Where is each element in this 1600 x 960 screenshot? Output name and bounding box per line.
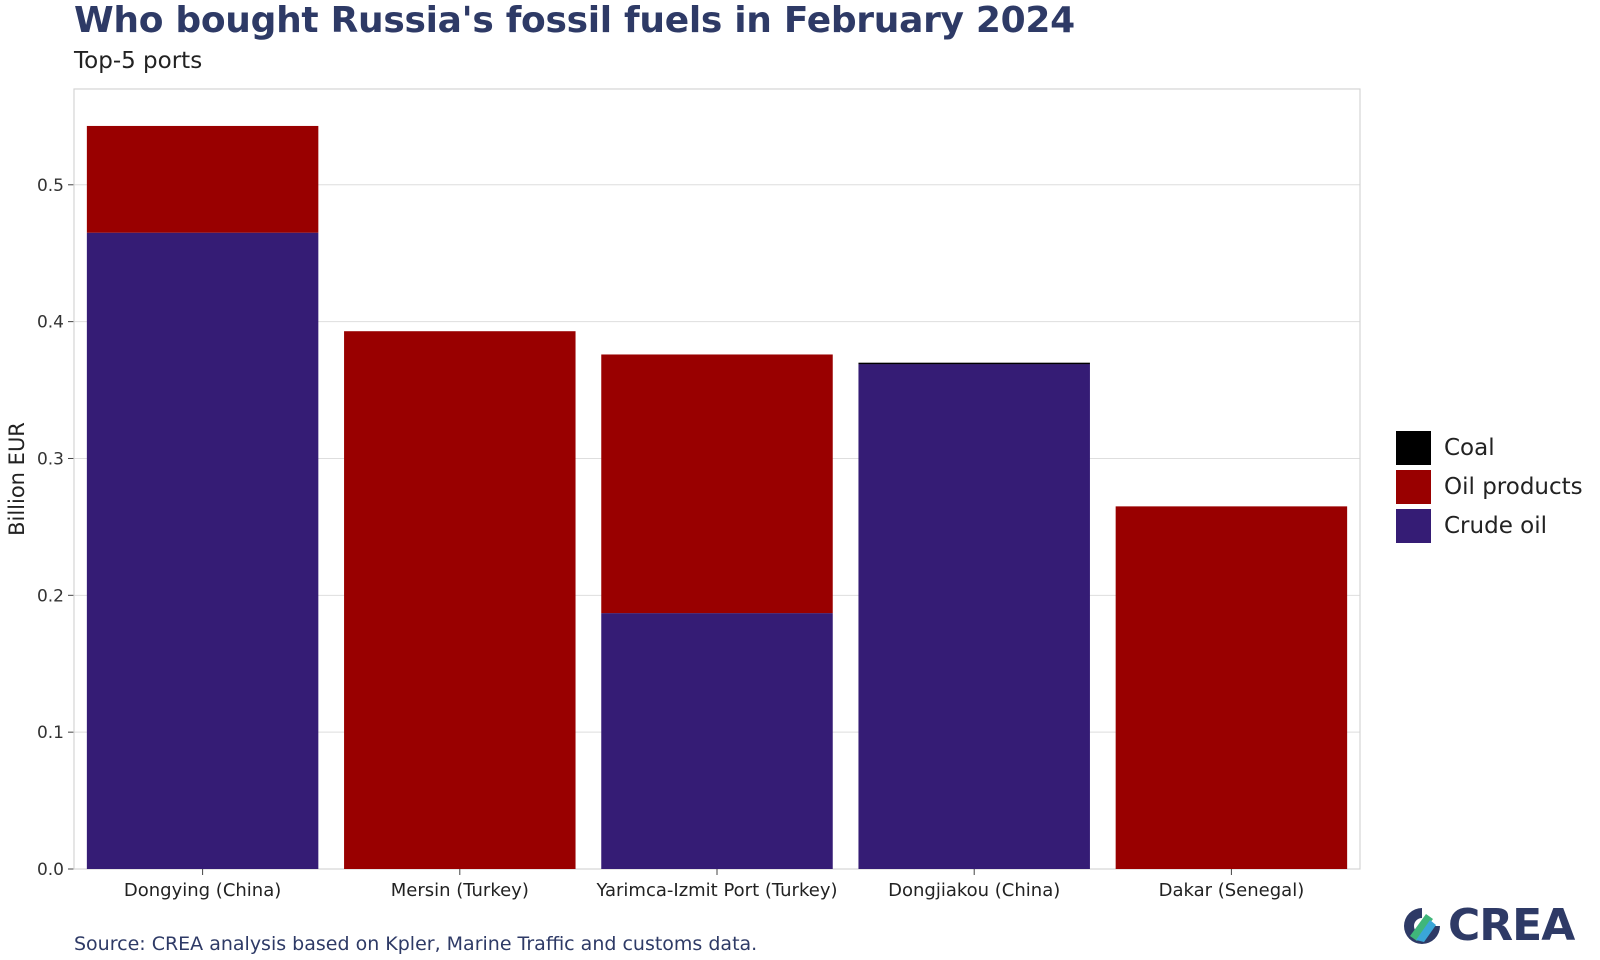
- x-tick-label-0: Dongying (China): [124, 880, 281, 901]
- x-tick-label-1: Mersin (Turkey): [391, 880, 529, 901]
- y-tick-label-5: 0.5: [37, 176, 64, 196]
- y-tick-label-1: 0.1: [37, 723, 64, 743]
- bar-coal-3: [858, 362, 1090, 365]
- bar-crude-oil-3: [858, 364, 1090, 869]
- crea-logo-icon: [1404, 907, 1440, 944]
- legend-item-oil-products: Oil products: [1396, 467, 1583, 506]
- legend-swatch-coal: [1396, 430, 1431, 465]
- legend-swatch-oil-products: [1396, 469, 1431, 504]
- bar-oil-products-0: [86, 125, 319, 233]
- legend-label-coal: Coal: [1444, 434, 1495, 461]
- y-tick-label-2: 0.2: [37, 586, 64, 606]
- y-tick-label-3: 0.3: [37, 449, 64, 469]
- bar-oil-products-1: [344, 331, 576, 869]
- bar-crude-oil-2: [601, 613, 833, 869]
- y-tick-label-0: 0.0: [37, 860, 64, 880]
- bar-oil-products-4: [1115, 506, 1348, 869]
- bar-crude-oil-0: [86, 232, 319, 869]
- legend-swatch-crude-oil: [1396, 508, 1431, 543]
- x-tick-label-2: Yarimca-Izmit Port (Turkey): [595, 880, 837, 901]
- chart-subtitle: Top-5 ports: [74, 48, 203, 74]
- y-tick-label-4: 0.4: [37, 313, 64, 333]
- x-tick-label-3: Dongjiakou (China): [888, 880, 1060, 901]
- x-tick-label-4: Dakar (Senegal): [1159, 880, 1305, 901]
- legend-item-crude-oil: Crude oil: [1396, 506, 1583, 545]
- legend: Coal Oil products Crude oil: [1396, 428, 1583, 545]
- crea-logo: CREA: [1402, 900, 1575, 951]
- chart-title: Who bought Russia's fossil fuels in Febr…: [74, 0, 1075, 41]
- legend-item-coal: Coal: [1396, 428, 1583, 467]
- y-axis-label: Billion EUR: [5, 422, 29, 536]
- source-note: Source: CREA analysis based on Kpler, Ma…: [74, 933, 758, 955]
- legend-label-crude-oil: Crude oil: [1444, 512, 1548, 539]
- legend-label-oil-products: Oil products: [1444, 473, 1583, 500]
- bar-oil-products-2: [601, 354, 833, 614]
- logo-text: CREA: [1448, 900, 1575, 951]
